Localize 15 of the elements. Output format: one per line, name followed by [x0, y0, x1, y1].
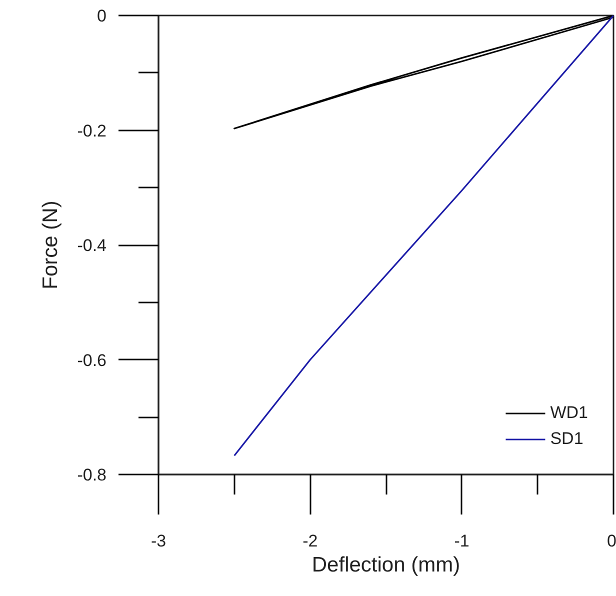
- line-series: [234, 16, 614, 130]
- y-tick-label: -0.2: [77, 121, 107, 140]
- y-tick-label: -0.4: [77, 236, 107, 255]
- x-tick-label: -2: [302, 532, 318, 550]
- x-tick-label: 0: [607, 532, 616, 550]
- legend-label: SD1: [550, 429, 584, 449]
- y-tick-label: -0.6: [77, 350, 107, 370]
- x-tick-label: -1: [454, 532, 470, 550]
- line-series: [234, 16, 614, 456]
- x-tick-label: -3: [150, 532, 166, 550]
- y-axis-title: Force (N): [39, 200, 62, 290]
- x-axis-title: Deflection (mm): [312, 554, 460, 576]
- y-tick-label: 0: [97, 6, 107, 26]
- legend-label: WD1: [550, 403, 588, 423]
- y-tick-label: -0.8: [77, 466, 107, 484]
